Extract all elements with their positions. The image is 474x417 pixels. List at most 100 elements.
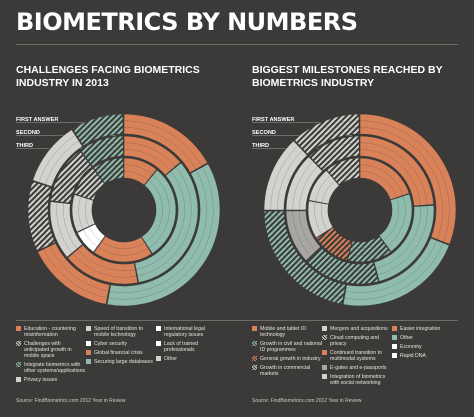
legend-swatch	[322, 326, 327, 331]
legend-item-other: Other	[156, 356, 226, 362]
ring-1-segment-integrate-biometrics-with-other-systems-applications	[72, 113, 124, 147]
ring-3-segment-integration-of-biometrics-with-social-networking	[307, 200, 334, 239]
legend-swatch	[252, 365, 257, 370]
ring-3-segment-challenges-with-anticipated-growth-in-mobile-space	[74, 167, 106, 201]
ring-3-band-line	[78, 164, 170, 256]
legend-label: Other	[400, 335, 413, 341]
legend-item-securing-large-databases: Securing large databases	[86, 359, 156, 365]
ring-1-segment-challenges-with-anticipated-growth-in-mobile-space	[27, 181, 56, 252]
legend-item-integrate-biometrics-with-other-systems-applications: Integrate biometrics with other systems/…	[16, 362, 86, 374]
legend-swatch	[252, 356, 257, 361]
source-note-challenges: Source: FindBiometrics.com 2012 Year in …	[16, 398, 126, 404]
ring-3-segment-integrate-biometrics-with-other-systems-applications	[93, 157, 124, 185]
ring-2-segment-integrate-biometrics-with-other-systems-applications	[80, 135, 124, 167]
legend-swatch	[86, 350, 91, 355]
ring-1-segment-education-countering-misinformation	[123, 113, 208, 173]
legend-item-cloud-computing-and-privacy: Cloud computing and privacy	[322, 335, 392, 347]
legend-swatch	[16, 377, 21, 382]
ring-1-segment-mergers-and-acquisitions	[263, 140, 308, 211]
ring-1-segment-securing-large-databases	[106, 163, 221, 307]
source-note-milestones: Source: FindBiometrics.com 2012 Year in …	[252, 398, 362, 404]
legend-item-lack-of-trained-professionals: Lack of trained professionals	[156, 341, 226, 353]
ring-1-band-line	[41, 127, 207, 293]
legend-label: Growth in civil and national ID programm…	[260, 341, 322, 353]
ring-1-segment-growth-in-civil-and-national-id-programmes	[263, 210, 347, 305]
legend-swatch	[16, 326, 21, 331]
legend-item-e-gates-and-e-passports: E-gates and e-passports	[322, 365, 392, 371]
legend-label: Securing large databases	[94, 359, 153, 365]
legend-label: Cloud computing and privacy	[330, 335, 380, 347]
legend-item-mergers-and-acquisitions: Mergers and acquisitions	[322, 326, 392, 332]
legend-swatch	[156, 341, 161, 346]
legend-item-integration-of-biometrics-with-social-networking: Integration of biometrics with social ne…	[322, 374, 392, 386]
ring-2-segment-privacy-issues	[49, 201, 83, 258]
chart-title-milestones: BIGGEST MILESTONES REACHED BY BIOMETRICS…	[252, 64, 452, 90]
legend-item-growth-in-commercial-markets: Growth in commercial markets	[252, 365, 322, 377]
legend-item-international-legal-regulatory-issues: International legal regulatory issues	[156, 326, 226, 338]
legend-item-cyber-security: Cyber security	[86, 341, 156, 347]
legend-column: Speed of transition to mobile technology…	[86, 326, 156, 368]
legend-item-mobile-and-tablet-id-technology: Mobile and tablet ID technology	[252, 326, 322, 338]
legend-item-privacy-issues: Privacy issues	[16, 377, 86, 383]
ring-2-segment-securing-large-databases	[134, 162, 199, 283]
legend-label: Economy	[400, 344, 422, 350]
chart-title-milestones-text: BIGGEST MILESTONES REACHED BY BIOMETRICS…	[252, 64, 443, 89]
ring-1-band-line	[34, 120, 214, 300]
donut-chart-challenges	[27, 113, 221, 307]
ring-1-segment-cloud-computing-and-privacy	[293, 113, 360, 156]
ring-3-segment-mobile-and-tablet-id-technology	[359, 157, 410, 201]
legend-label: Mobile and tablet ID technology	[260, 326, 307, 338]
ring-3-band-line	[321, 171, 399, 249]
legend-item-continued-transition-to-multimodal-systems: Continued transition to multimodal syste…	[322, 350, 392, 362]
legend-swatch	[86, 326, 91, 331]
legend-column: Easier integration Other Economy Rapid DNA	[392, 326, 462, 362]
legend-item-rapid-dna: Rapid DNA	[392, 353, 462, 359]
legend-swatch	[86, 359, 91, 364]
ring-3-segment-global-financial-crisis	[93, 235, 153, 263]
ring-3-segment-cloud-computing-and-privacy	[326, 157, 360, 186]
legend-label: Mergers and acquisitions	[330, 326, 388, 332]
legend-label: Growth in commercial markets	[260, 365, 311, 377]
legend-label: Education - countering misinformation	[24, 326, 76, 338]
legend-swatch	[16, 362, 21, 367]
ring-3-band-line	[85, 171, 163, 249]
ring-3-segment-securing-large-databases	[141, 169, 177, 254]
legend-item-challenges-with-anticipated-growth-in-mobile-space: Challenges with anticipated growth in mo…	[16, 341, 86, 359]
legend-label: International legal regulatory issues	[164, 326, 205, 338]
ring-3-segment-privacy-issues	[71, 194, 96, 233]
ring-3-segment-education-countering-misinformation	[123, 157, 158, 186]
ring-label-first: FIRST ANSWER	[252, 114, 353, 127]
legend-label: Challenges with anticipated growth in mo…	[24, 341, 72, 359]
legend-label: Rapid DNA	[400, 353, 426, 359]
legend-swatch	[252, 341, 257, 346]
legend-column: Mergers and acquisitions Cloud computing …	[322, 326, 392, 389]
ring-2-segment-education-countering-misinformation	[123, 135, 181, 176]
legend-swatch	[322, 335, 327, 340]
ring-3-segment-growth-in-civil-and-national-id-programmes	[347, 235, 391, 263]
ring-1-band-line	[270, 120, 450, 300]
ring-2-segment-mobile-and-tablet-id-technology	[359, 135, 435, 207]
legend-label: Global financial crisis	[94, 350, 143, 356]
title-divider	[16, 44, 458, 45]
legend-swatch	[86, 341, 91, 346]
ring-2-band-line	[63, 149, 185, 271]
ring-label-first: FIRST ANSWER	[16, 114, 117, 127]
ring-2-segment-growth-in-civil-and-national-id-programmes	[306, 247, 379, 285]
legend-label: Speed of transition to mobile technology	[94, 326, 144, 338]
ring-1-segment-global-financial-crisis	[37, 242, 111, 305]
legend-item-speed-of-transition-to-mobile-technology: Speed of transition to mobile technology	[86, 326, 156, 338]
ring-2-segment-cloud-computing-and-privacy	[308, 135, 360, 172]
legend-label: Privacy issues	[24, 377, 58, 383]
legend-swatch	[252, 326, 257, 331]
legend-swatch	[392, 326, 397, 331]
legend-label: General growth in industry	[260, 356, 321, 362]
ring-2-segment-e-gates-and-e-passports	[285, 210, 322, 262]
legend-label: E-gates and e-passports	[330, 365, 387, 371]
legend-column: Mobile and tablet ID technology Growth in…	[252, 326, 322, 380]
ring-2-segment-challenges-with-anticipated-growth-in-mobile-space	[50, 150, 93, 204]
legend-swatch	[322, 365, 327, 370]
legend-swatch	[392, 353, 397, 358]
legend-column: Education - countering misinformation Cha…	[16, 326, 86, 386]
legend-swatch	[392, 335, 397, 340]
legend-column: International legal regulatory issues Lac…	[156, 326, 226, 365]
